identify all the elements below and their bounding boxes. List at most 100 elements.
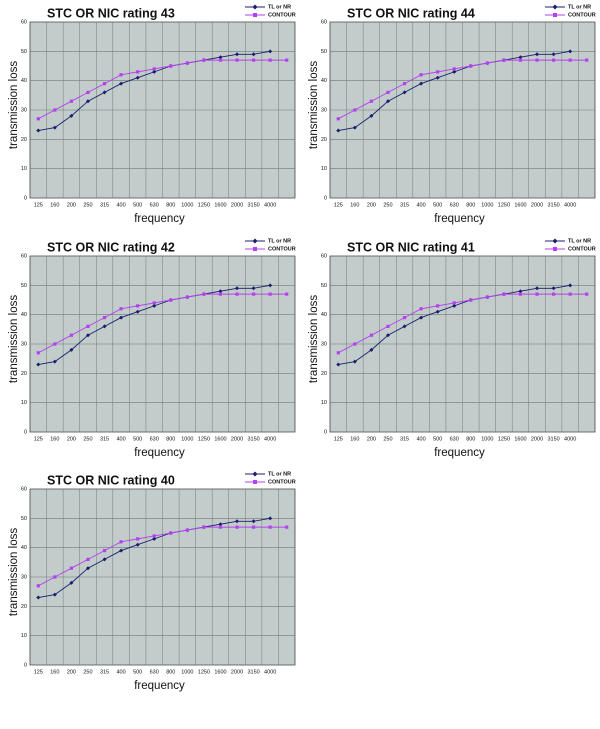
y-tick-label: 30	[21, 341, 27, 347]
marker	[119, 307, 123, 311]
marker	[251, 58, 256, 62]
x-tick-label: 1250	[198, 436, 210, 442]
marker	[419, 81, 424, 86]
x-tick-label: 200	[367, 202, 376, 208]
x-tick-label: 1000	[481, 436, 493, 442]
marker	[202, 292, 206, 296]
x-axis-label: frequency	[434, 213, 485, 225]
marker	[386, 324, 390, 328]
x-tick-label: 800	[466, 436, 475, 442]
chart-title: STC OR NIC rating 44	[347, 6, 475, 20]
y-tick-label: 60	[21, 486, 27, 492]
marker	[218, 58, 223, 62]
y-tick-label: 20	[321, 371, 327, 377]
marker	[119, 548, 124, 553]
x-tick-label: 400	[117, 202, 126, 208]
x-tick-label: 1250	[498, 436, 510, 442]
marker	[69, 347, 74, 352]
x-tick-label: 160	[350, 436, 359, 442]
y-tick-label: 40	[21, 312, 27, 318]
marker	[336, 128, 341, 133]
marker	[69, 113, 74, 118]
marker	[102, 549, 107, 553]
marker	[185, 295, 189, 299]
x-tick-label: 3150	[247, 436, 259, 442]
x-axis-label: frequency	[134, 447, 185, 459]
x-tick-label: 200	[67, 669, 76, 675]
y-tick-label: 40	[21, 78, 27, 84]
marker	[485, 295, 489, 299]
x-tick-label: 1000	[481, 202, 493, 208]
marker	[36, 117, 40, 121]
marker	[218, 292, 223, 296]
marker	[436, 70, 440, 74]
x-tick-label: 4000	[564, 202, 576, 208]
marker	[551, 58, 556, 62]
marker	[36, 351, 40, 355]
legend-marker	[252, 238, 258, 244]
marker	[235, 525, 239, 529]
marker	[86, 90, 90, 94]
y-tick-label: 0	[24, 429, 27, 435]
series-line	[38, 526, 287, 587]
x-tick-label: 800	[166, 669, 175, 675]
x-tick-label: 1000	[181, 436, 193, 442]
marker	[568, 292, 572, 296]
legend-label: CONTOUR	[568, 12, 596, 18]
marker	[53, 575, 57, 579]
marker	[551, 52, 556, 57]
x-tick-label: 800	[166, 436, 175, 442]
x-tick-label: 160	[50, 436, 59, 442]
x-tick-label: 4000	[264, 202, 276, 208]
marker	[169, 531, 173, 535]
y-tick-label: 0	[24, 662, 27, 668]
marker	[385, 99, 390, 104]
y-tick-label: 10	[21, 400, 27, 406]
x-tick-label: 400	[417, 202, 426, 208]
y-tick-label: 60	[21, 253, 27, 259]
x-tick-label: 3150	[247, 202, 259, 208]
legend-marker	[552, 238, 558, 244]
marker	[36, 362, 41, 367]
marker	[452, 301, 456, 305]
legend-marker	[553, 13, 557, 17]
marker	[518, 55, 523, 60]
x-tick-label: 2000	[231, 202, 243, 208]
y-tick-label: 10	[321, 166, 327, 172]
marker	[202, 525, 206, 529]
marker	[353, 108, 357, 112]
x-tick-label: 500	[133, 436, 142, 442]
x-tick-label: 250	[83, 202, 92, 208]
marker	[251, 52, 256, 57]
marker	[369, 113, 374, 118]
x-tick-label: 315	[100, 669, 109, 675]
x-tick-label: 315	[400, 202, 409, 208]
marker	[152, 303, 157, 308]
legend-marker	[253, 13, 257, 17]
marker	[402, 324, 407, 329]
marker	[285, 58, 289, 62]
marker	[69, 99, 74, 103]
x-tick-label: 400	[117, 436, 126, 442]
x-tick-label: 800	[466, 202, 475, 208]
legend-label: TL or NR	[268, 471, 291, 477]
x-tick-label: 125	[334, 202, 343, 208]
x-tick-label: 200	[67, 202, 76, 208]
marker	[268, 292, 272, 296]
marker	[419, 73, 423, 77]
legend-label: TL or NR	[568, 4, 591, 10]
marker	[218, 522, 223, 527]
marker	[551, 286, 556, 291]
marker	[185, 61, 189, 65]
y-tick-label: 50	[21, 283, 27, 289]
x-tick-label: 160	[350, 202, 359, 208]
legend-label: CONTOUR	[268, 479, 296, 485]
marker	[152, 69, 157, 74]
marker	[235, 519, 240, 524]
chart: STC OR NIC rating 44 0 10 20 30 40 50 60 125 160 2…	[308, 4, 596, 225]
x-tick-label: 250	[383, 202, 392, 208]
marker	[52, 359, 57, 364]
y-tick-label: 40	[321, 312, 327, 318]
x-axis-label: frequency	[434, 447, 485, 459]
x-tick-label: 3150	[547, 202, 559, 208]
